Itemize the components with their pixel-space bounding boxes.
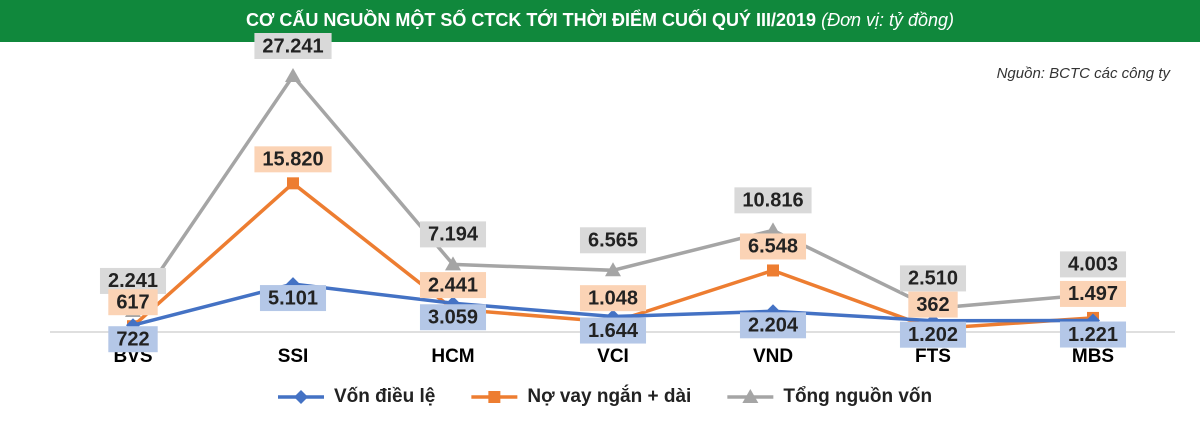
- value-label-text: 1.202: [908, 324, 958, 346]
- value-label-text: 6.548: [748, 236, 798, 258]
- value-label-text: 1.221: [1068, 324, 1118, 346]
- value-label-box: [899, 265, 967, 292]
- marker: [605, 262, 621, 277]
- value-label-box: [579, 317, 647, 344]
- value-label-box: [254, 33, 332, 59]
- value-label-box: [739, 233, 807, 260]
- value-label-text: 362: [916, 294, 949, 316]
- marker: [445, 256, 461, 271]
- value-label: 10.816: [734, 187, 812, 214]
- value-label: 15.820: [254, 146, 332, 173]
- legend-label: Tổng nguồn vốn: [783, 386, 932, 407]
- value-label: 2.510: [899, 265, 967, 292]
- marker: [287, 177, 299, 190]
- value-label-text: 5.101: [268, 287, 318, 309]
- subtitle: (Đơn vị: tỷ đồng): [821, 10, 954, 30]
- value-label: 5.101: [259, 285, 327, 312]
- value-label-text: 7.194: [428, 224, 479, 246]
- value-label-text: 2.441: [428, 274, 478, 296]
- value-label-box: [734, 187, 812, 214]
- marker: [767, 264, 779, 277]
- legend-marker: [488, 391, 501, 403]
- marker: [285, 68, 301, 82]
- x-tick-label: MBS: [1072, 346, 1114, 367]
- value-label-text: 1.644: [588, 320, 639, 342]
- value-label-box: [259, 285, 327, 312]
- value-label: 4.003: [1059, 251, 1127, 278]
- value-label: 1.202: [899, 321, 967, 348]
- value-label: 1.497: [1059, 280, 1127, 307]
- value-label: 2.204: [739, 312, 807, 339]
- value-label-box: [1059, 280, 1127, 307]
- value-label: 3.059: [419, 304, 487, 331]
- legend-label: Nợ vay ngắn + dài: [527, 385, 691, 407]
- value-label-text: 27.241: [262, 35, 323, 57]
- value-label: 6.548: [739, 233, 807, 260]
- chart-title: CƠ CẤU NGUỒN MỘT SỐ CTCK TỚI THỜI ĐIỂM C…: [246, 9, 954, 30]
- value-label-box: [108, 289, 158, 316]
- marker: [765, 222, 781, 237]
- value-label: 1.644: [579, 317, 647, 344]
- value-label: 617: [108, 289, 158, 316]
- value-label-text: 6.565: [588, 230, 638, 252]
- value-label-text: 2.204: [748, 315, 799, 337]
- value-label-text: 3.059: [428, 307, 478, 329]
- value-label-text: 10.816: [742, 190, 803, 212]
- value-label: 2.441: [419, 272, 487, 299]
- source: Nguồn: BCTC các công ty: [997, 65, 1172, 82]
- value-label-text: 1.048: [588, 287, 638, 309]
- x-tick-label: SSI: [278, 346, 309, 367]
- value-label-text: 617: [116, 291, 149, 313]
- value-label-text: 15.820: [262, 149, 323, 171]
- value-label-box: [908, 291, 958, 318]
- value-label: 7.194: [419, 221, 487, 248]
- value-label-text: 2.241: [108, 270, 158, 292]
- legend-label: Vốn điều lệ: [334, 386, 435, 407]
- value-label-box: [899, 321, 967, 348]
- value-label: 6.565: [579, 227, 647, 254]
- x-tick-label: VCI: [597, 346, 629, 367]
- value-label-text: 1.497: [1068, 283, 1118, 305]
- value-label-box: [419, 221, 487, 248]
- title-text: CƠ CẤU NGUỒN MỘT SỐ CTCK TỚI THỜI ĐIỂM C…: [246, 9, 816, 30]
- value-label: 1.221: [1059, 321, 1127, 348]
- value-label-text: 4.003: [1068, 254, 1118, 276]
- title-bar: [0, 0, 1200, 42]
- value-label: 362: [908, 291, 958, 318]
- legend-marker: [294, 390, 308, 404]
- value-label-box: [739, 312, 807, 339]
- value-label-box: [1059, 251, 1127, 278]
- x-tick-label: VND: [753, 346, 793, 367]
- value-label-text: 2.510: [908, 268, 958, 290]
- value-label: 27.241: [254, 33, 332, 59]
- value-label-box: [1059, 321, 1127, 348]
- value-label-text: 722: [116, 328, 149, 350]
- x-tick-label: HCM: [431, 346, 474, 367]
- value-label-box: [254, 146, 332, 173]
- value-label: 722: [108, 326, 158, 353]
- value-label-box: [579, 285, 647, 312]
- x-tick-label: FTS: [915, 346, 951, 367]
- value-label: 1.048: [579, 285, 647, 312]
- value-label-box: [579, 227, 647, 254]
- value-label-box: [108, 326, 158, 353]
- value-label-box: [419, 304, 487, 331]
- legend-marker: [742, 389, 759, 403]
- value-label-box: [419, 272, 487, 299]
